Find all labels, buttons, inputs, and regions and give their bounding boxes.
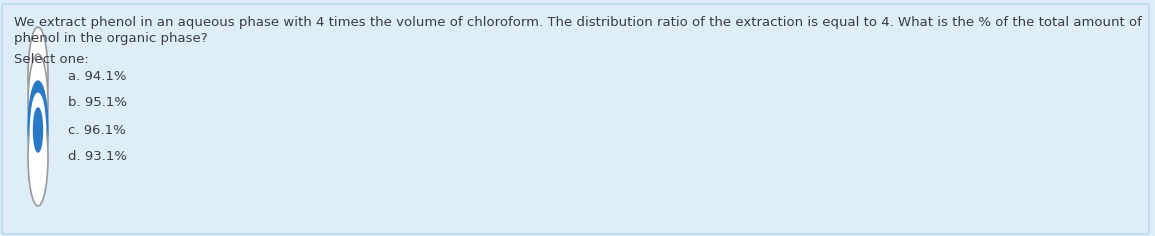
Ellipse shape: [30, 93, 45, 167]
Text: c. 96.1%: c. 96.1%: [68, 123, 126, 136]
Ellipse shape: [33, 108, 43, 152]
Ellipse shape: [28, 81, 49, 179]
Text: Select one:: Select one:: [14, 53, 89, 66]
Text: We extract phenol in an aqueous phase with 4 times the volume of chloroform. The: We extract phenol in an aqueous phase wi…: [14, 16, 1142, 29]
Ellipse shape: [28, 54, 49, 152]
Ellipse shape: [28, 27, 49, 125]
FancyBboxPatch shape: [2, 4, 1149, 234]
Text: d. 93.1%: d. 93.1%: [68, 151, 127, 164]
Text: a. 94.1%: a. 94.1%: [68, 69, 127, 83]
Text: phenol in the organic phase?: phenol in the organic phase?: [14, 32, 208, 45]
Ellipse shape: [28, 108, 49, 206]
Text: b. 95.1%: b. 95.1%: [68, 97, 127, 110]
